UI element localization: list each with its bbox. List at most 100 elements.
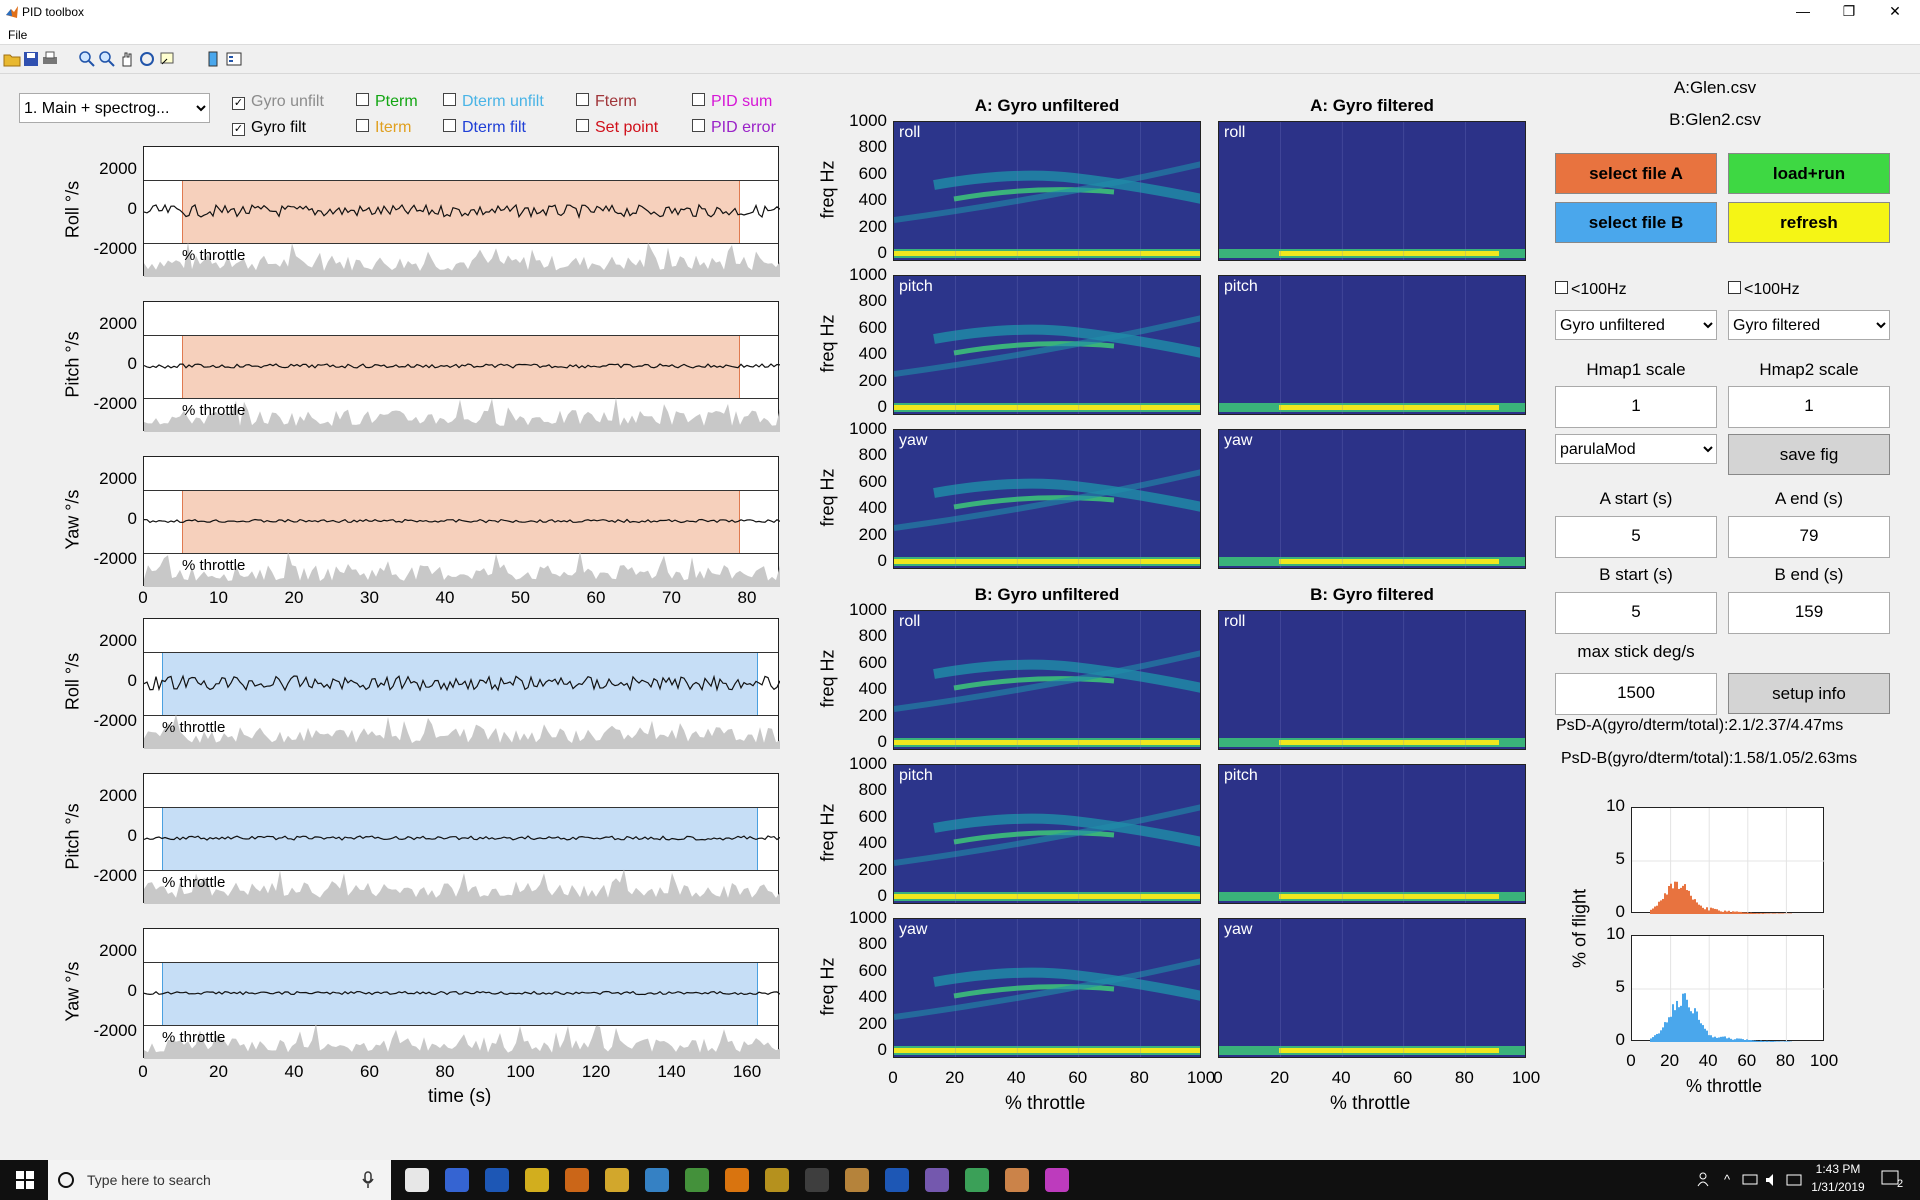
checkbox-iterm[interactable]: Iterm	[356, 119, 411, 137]
tray-chevron-icon[interactable]: ^	[1724, 1172, 1731, 1187]
colormap-select[interactable]: parulaMod	[1555, 434, 1717, 464]
taskbar-search[interactable]: Type here to search	[48, 1160, 391, 1200]
print-icon[interactable]	[41, 50, 59, 68]
hmap1-scale-input[interactable]: 1	[1555, 386, 1717, 428]
volume-icon[interactable]	[1764, 1172, 1780, 1188]
people-icon[interactable]	[1696, 1170, 1714, 1188]
app-icon[interactable]	[1005, 1168, 1029, 1192]
file-explorer-icon[interactable]	[605, 1168, 629, 1192]
load-run-button[interactable]: load+run	[1728, 153, 1890, 194]
refresh-button[interactable]: refresh	[1728, 202, 1890, 243]
checkbox-set-point[interactable]: Set point	[576, 119, 658, 137]
histogram-bar	[1768, 1041, 1770, 1042]
checkbox-gyro-filt[interactable]: ✓ Gyro filt	[232, 119, 306, 137]
select-file-a-button[interactable]: select file A	[1555, 153, 1717, 194]
time-plot-b-2: % throttle	[143, 928, 780, 1059]
app-s-icon[interactable]	[445, 1168, 469, 1192]
checkbox-box[interactable]	[692, 119, 705, 132]
rotate-icon[interactable]	[138, 50, 156, 68]
matlab-icon[interactable]	[565, 1168, 589, 1192]
maximize-button[interactable]: ❐	[1842, 3, 1856, 19]
a-start-input[interactable]: 5	[1555, 516, 1717, 558]
task-view-icon[interactable]	[405, 1168, 429, 1192]
throttle-x-tick: 40	[1006, 1068, 1026, 1087]
setup-info-button[interactable]: setup info	[1728, 673, 1890, 714]
histogram-bar	[1750, 1040, 1752, 1042]
powershell-icon[interactable]	[885, 1168, 909, 1192]
checkbox-dterm-filt[interactable]: Dterm filt	[443, 119, 526, 137]
app-icon[interactable]	[925, 1168, 949, 1192]
hmap1-source-select[interactable]: Gyro unfiltered	[1555, 310, 1717, 340]
close-button[interactable]: ✕	[1889, 3, 1901, 19]
outlook-icon[interactable]	[485, 1168, 509, 1192]
harmonic-peak	[953, 830, 1115, 845]
minimize-button[interactable]: —	[1796, 3, 1810, 19]
zoom-out-icon[interactable]	[98, 50, 116, 68]
spectrogram-svg	[1219, 122, 1525, 260]
microphone-icon[interactable]	[362, 1171, 374, 1189]
histogram-bar	[1706, 907, 1708, 914]
histogram-bar	[1748, 1040, 1750, 1042]
app-icon[interactable]	[845, 1168, 869, 1192]
colorbar-icon[interactable]	[204, 50, 222, 68]
checkbox-box[interactable]	[1555, 281, 1568, 294]
select-file-b-button[interactable]: select file B	[1555, 202, 1717, 243]
checkbox-pid-error[interactable]: PID error	[692, 119, 776, 137]
network-icon[interactable]	[1742, 1173, 1758, 1187]
chrome-icon[interactable]	[525, 1168, 549, 1192]
hmap2-scale-input[interactable]: 1	[1728, 386, 1890, 428]
notepad-icon[interactable]	[685, 1168, 709, 1192]
range-top-line	[144, 180, 778, 181]
time-x-tick-b: 60	[360, 1062, 379, 1081]
hmap2-source-select[interactable]: Gyro filtered	[1728, 310, 1890, 340]
y-tick-label: 0	[127, 509, 137, 528]
checkbox-box[interactable]	[576, 119, 589, 132]
clock-date[interactable]: 1/31/2019	[1811, 1180, 1865, 1194]
b-start-input[interactable]: 5	[1555, 592, 1717, 634]
histogram-bar	[1704, 1028, 1706, 1042]
clock-time[interactable]: 1:43 PM	[1815, 1162, 1861, 1176]
data-cursor-icon[interactable]	[158, 50, 176, 68]
checkbox-pterm[interactable]: Pterm	[356, 93, 418, 111]
app-icon[interactable]	[645, 1168, 669, 1192]
freq-tick-label: 0	[877, 886, 887, 905]
checkbox-box[interactable]	[356, 119, 369, 132]
zoom-in-icon[interactable]	[78, 50, 96, 68]
freq-tick-label: 200	[858, 524, 887, 544]
checkbox-gyro-unfilt[interactable]: ✓ Gyro unfilt	[232, 93, 324, 111]
spectrogram-a-unfiltered-pitch: pitch	[893, 275, 1201, 415]
checkbox-pid-sum[interactable]: PID sum	[692, 93, 772, 111]
checkbox-box[interactable]: ✓	[232, 97, 245, 110]
histogram-bar	[1784, 1041, 1786, 1042]
view-select[interactable]: 1. Main + spectrog...	[19, 93, 210, 123]
notifications-icon[interactable]	[1880, 1168, 1902, 1190]
checkbox-box[interactable]	[356, 93, 369, 106]
lt100hz-checkbox-2[interactable]: <100Hz	[1728, 281, 1800, 299]
menu-file[interactable]: File	[8, 28, 28, 42]
windows-start-icon[interactable]	[16, 1171, 34, 1189]
checkbox-box[interactable]: ✓	[232, 123, 245, 136]
checkbox-fterm[interactable]: Fterm	[576, 93, 637, 111]
checkbox-dterm-unfilt[interactable]: Dterm unfilt	[443, 93, 544, 111]
checkbox-label: Gyro filt	[251, 119, 307, 136]
checkbox-box[interactable]	[443, 93, 456, 106]
max-stick-input[interactable]: 1500	[1555, 673, 1717, 715]
pan-icon[interactable]	[118, 50, 136, 68]
b-end-input[interactable]: 159	[1728, 592, 1890, 634]
checkbox-box[interactable]	[443, 119, 456, 132]
open-icon[interactable]	[3, 50, 21, 68]
keyboard-icon[interactable]	[1786, 1173, 1802, 1187]
maps-icon[interactable]	[1045, 1168, 1069, 1192]
save-fig-button[interactable]: save fig	[1728, 434, 1890, 475]
vlc-icon[interactable]	[725, 1168, 749, 1192]
legend-icon[interactable]	[225, 50, 243, 68]
terminal-icon[interactable]	[805, 1168, 829, 1192]
save-icon[interactable]	[22, 50, 40, 68]
checkbox-box[interactable]	[576, 93, 589, 106]
checkbox-box[interactable]	[692, 93, 705, 106]
app-icon[interactable]	[965, 1168, 989, 1192]
checkbox-box[interactable]	[1728, 281, 1741, 294]
app-icon[interactable]	[765, 1168, 789, 1192]
lt100hz-checkbox-1[interactable]: <100Hz	[1555, 281, 1627, 299]
a-end-input[interactable]: 79	[1728, 516, 1890, 558]
